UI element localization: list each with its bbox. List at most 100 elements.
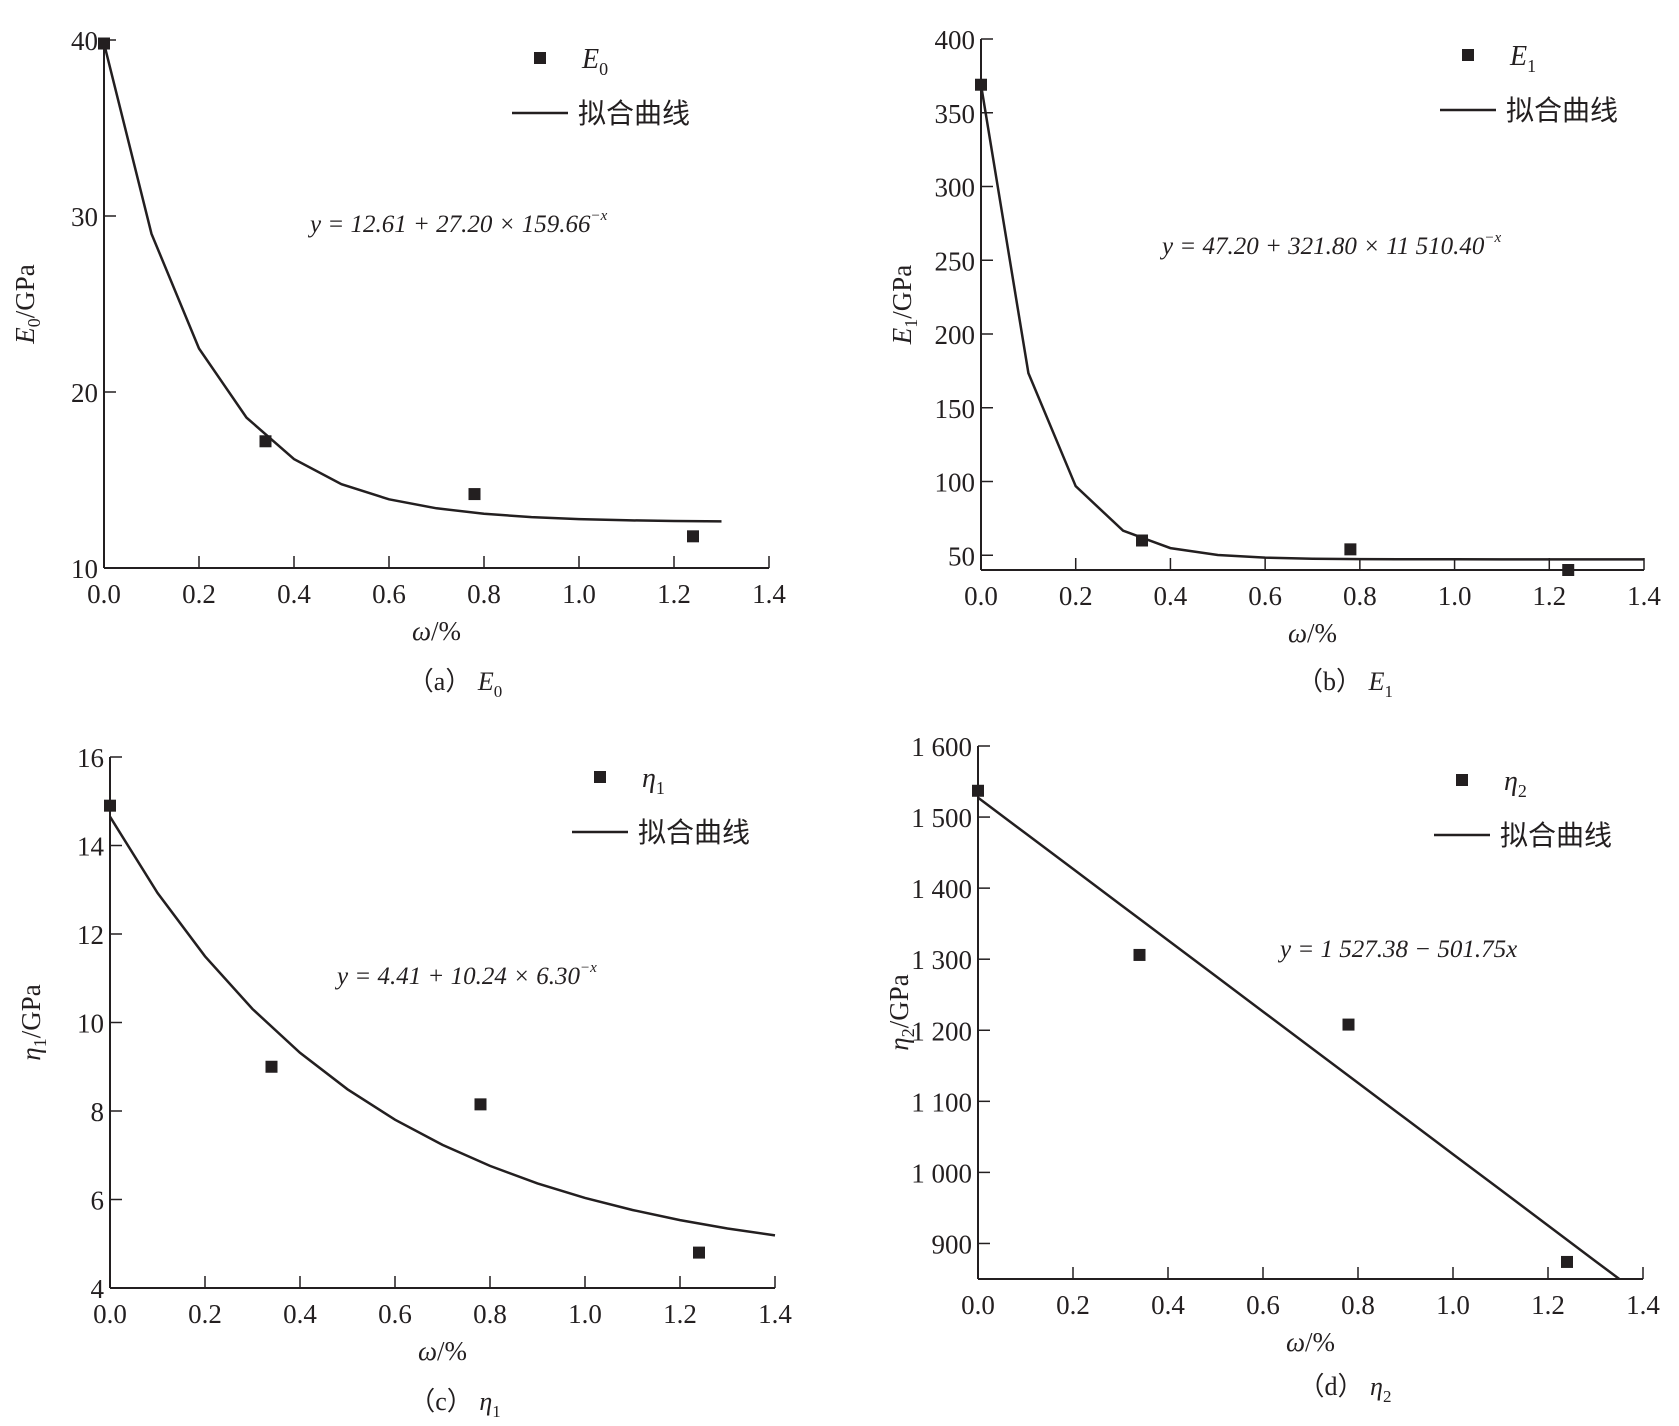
data-point <box>1342 1018 1355 1031</box>
legend-marker <box>1456 774 1468 786</box>
data-point <box>972 784 984 797</box>
y-axis-subscript: 0 <box>24 318 44 327</box>
legend-subscript: 0 <box>599 59 608 79</box>
fit-equation: y = 47.20 + 321.80 × 11 510.40−x <box>1159 230 1501 260</box>
caption-subscript: 1 <box>1384 682 1393 701</box>
panel-caption: （d） η2 <box>1299 1372 1392 1406</box>
legend-line-label: 拟合曲线 <box>1506 95 1618 127</box>
equation-text: y = 47.20 + 321.80 × 11 510.40 <box>1159 233 1485 260</box>
y-axis-label: E0/GPa <box>10 264 44 345</box>
legend-marker-label: E0 <box>581 44 608 79</box>
legend-symbol: η <box>642 763 656 794</box>
x-tick-label: 0.8 <box>1341 1290 1375 1320</box>
fit-equation: y = 1 527.38 − 501.75x <box>1277 936 1517 963</box>
legend-symbol: E <box>1509 41 1527 72</box>
y-tick-label: 10 <box>77 1009 104 1039</box>
y-axis-symbol: η <box>884 1037 914 1050</box>
x-tick-label: 0.0 <box>964 581 998 611</box>
legend-subscript: 1 <box>656 778 665 798</box>
x-axis-symbol: ω <box>418 1336 437 1366</box>
y-axis-subscript: 2 <box>898 1028 918 1037</box>
y-axis-subscript: 1 <box>901 319 921 328</box>
x-axis-label: ω/% <box>1288 618 1337 648</box>
x-axis-label: ω/% <box>1286 1327 1335 1357</box>
y-tick-label: 1 300 <box>911 945 972 975</box>
y-tick-label: 1 100 <box>911 1087 972 1117</box>
legend-marker-label: E1 <box>1509 41 1536 76</box>
data-point <box>1561 1255 1573 1268</box>
y-tick-label: 20 <box>71 378 98 408</box>
y-axis-unit: /GPa <box>887 265 917 319</box>
caption-prefix: （b） <box>1297 667 1362 696</box>
y-tick-label: 250 <box>935 246 976 276</box>
x-tick-label: 0.8 <box>473 1299 507 1329</box>
legend-subscript: 2 <box>1518 781 1527 801</box>
legend-line-label: 拟合曲线 <box>638 817 750 849</box>
x-tick-label: 0.6 <box>1248 581 1282 611</box>
legend-marker-label: η1 <box>642 763 665 798</box>
data-point <box>1344 543 1357 556</box>
chart-panel-d: 0.0 0.2 0.4 0.6 0.8 1.0 1.2 1.4 900 1 000 1 100 1 2… <box>884 732 1660 1406</box>
data-point <box>259 435 272 448</box>
caption-symbol: E <box>1362 667 1385 696</box>
y-tick-label: 1 500 <box>911 803 972 833</box>
legend-marker <box>594 771 606 783</box>
y-tick-label: 100 <box>935 468 976 498</box>
fit-equation: y = 4.41 + 10.24 × 6.30−x <box>334 960 597 990</box>
y-axis-label: η2/GPa <box>884 974 918 1050</box>
y-tick-label: 8 <box>91 1097 105 1127</box>
y-tick-label: 14 <box>77 832 105 862</box>
fit-curve <box>979 84 1644 561</box>
equation-exponent: −x <box>580 960 597 976</box>
y-axis-label: η1/GPa <box>16 984 50 1060</box>
x-tick-label: 0.2 <box>188 1299 222 1329</box>
x-tick-label: 1.2 <box>657 579 691 609</box>
x-tick-label: 1.2 <box>1531 1290 1565 1320</box>
data-point <box>468 488 481 501</box>
x-tick-label: 0.4 <box>277 579 311 609</box>
x-axis-label: ω/% <box>418 1336 467 1366</box>
legend-marker <box>1462 49 1474 61</box>
equation-exponent: −x <box>590 208 607 224</box>
equation-exponent: −x <box>1484 230 1501 246</box>
y-tick-label: 50 <box>948 541 975 571</box>
x-tick-label: 0.0 <box>87 579 121 609</box>
panel-caption: （a） E0 <box>408 667 502 701</box>
caption-symbol: η <box>1364 1372 1383 1401</box>
x-tick-label: 1.2 <box>1532 581 1566 611</box>
caption-symbol: η <box>473 1387 492 1416</box>
caption-symbol: E <box>471 667 494 696</box>
data-point <box>265 1060 278 1073</box>
x-tick-label: 1.4 <box>1626 1290 1660 1320</box>
data-point <box>98 37 110 50</box>
x-tick-label: 1.0 <box>568 1299 602 1329</box>
y-tick-label: 1 400 <box>911 874 972 904</box>
x-tick-label: 0.4 <box>1154 581 1188 611</box>
y-tick-label: 400 <box>935 25 976 55</box>
x-tick-label: 1.0 <box>1436 1290 1470 1320</box>
y-tick-label: 350 <box>935 99 976 129</box>
x-tick-label: 1.0 <box>1438 581 1472 611</box>
y-axis-unit: /GPa <box>884 974 914 1028</box>
y-tick-label: 40 <box>71 26 98 56</box>
chart-panel-b: 0.0 0.2 0.4 0.6 0.8 1.0 1.2 1.4 50 100 150 200 250 30… <box>887 25 1661 701</box>
x-tick-label: 0.8 <box>1343 581 1377 611</box>
data-point <box>1136 534 1149 547</box>
chart-panel-c: 0.0 0.2 0.4 0.6 0.8 1.0 1.2 1.446810121416ω/%η1… <box>16 743 792 1421</box>
legend-line-label: 拟合曲线 <box>578 98 690 130</box>
caption-subscript: 2 <box>1383 1387 1392 1406</box>
legend-line-label: 拟合曲线 <box>1500 820 1612 852</box>
x-axis-unit: /% <box>1307 618 1337 648</box>
caption-subscript: 0 <box>494 682 503 701</box>
chart-panel-a: 0.0 0.2 0.4 0.6 0.8 1.0 1.2 1.410203040ω/%E0/GP… <box>10 26 786 701</box>
y-axis-symbol: E <box>887 327 917 345</box>
y-tick-label: 200 <box>935 320 976 350</box>
panel-caption: （c） η1 <box>409 1387 500 1421</box>
x-tick-label: 0.0 <box>93 1299 127 1329</box>
data-point <box>474 1098 487 1111</box>
data-point <box>1133 948 1146 961</box>
x-tick-label: 0.6 <box>372 579 406 609</box>
y-tick-label: 150 <box>935 394 976 424</box>
x-tick-label: 1.4 <box>1627 581 1661 611</box>
data-point <box>975 78 987 91</box>
